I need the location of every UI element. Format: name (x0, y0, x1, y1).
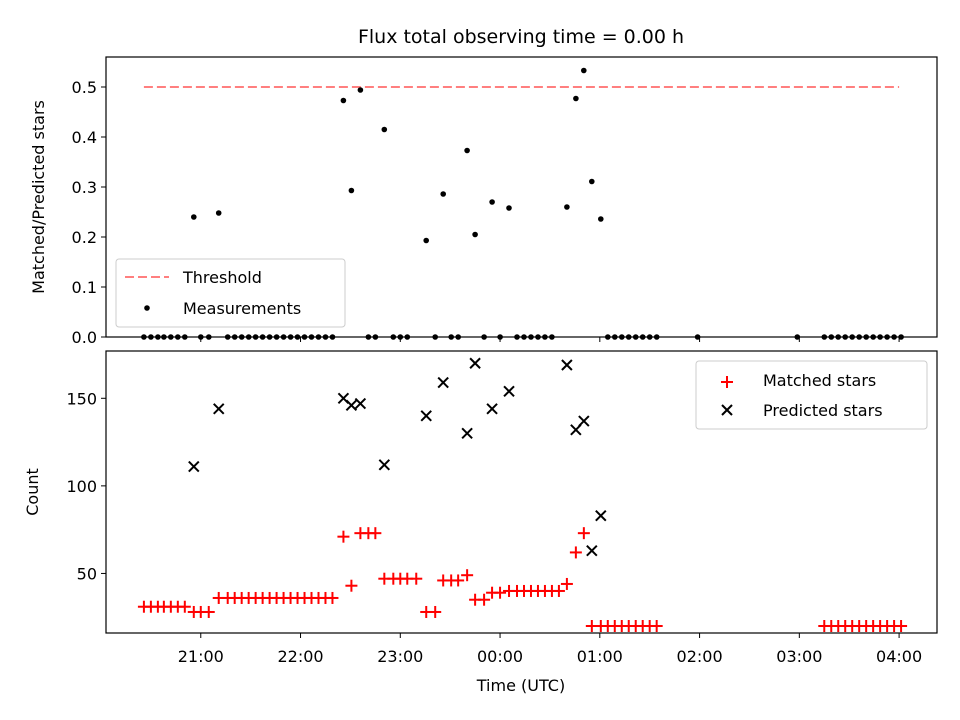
predicted-star-point (420, 410, 432, 422)
top-y-axis-label: Matched/Predicted stars (29, 100, 48, 294)
bottom-x-tick-label: 03:00 (776, 647, 822, 666)
measurement-point (598, 216, 604, 222)
measurement-point (506, 205, 512, 211)
measurement-point (564, 204, 570, 210)
threshold-legend-label: Threshold (182, 268, 262, 287)
top-y-tick-label: 0.1 (72, 278, 97, 297)
matched-star-point (410, 572, 423, 585)
top-y-axis-ticks: 0.0 0.1 0.2 0.3 0.4 0.5 (72, 78, 106, 347)
predicted-star-point (213, 403, 225, 415)
measurement-point (191, 214, 197, 220)
predicted-star-point (486, 403, 498, 415)
predicted-star-point (345, 399, 358, 412)
bottom-plot-marks (137, 357, 908, 632)
matched-star-point (577, 527, 590, 540)
measurement-point (381, 126, 388, 133)
top-plot-frame (105, 56, 938, 338)
predicted-star-point (595, 509, 607, 522)
matched-star-point (452, 574, 465, 587)
top-y-tick-label: 0.2 (72, 228, 97, 247)
matched-legend-swatch (721, 376, 733, 388)
bottom-x-tick-label: 22:00 (277, 647, 323, 666)
matched-star-point (569, 546, 582, 559)
measurement-point (340, 97, 347, 104)
matched-star-point (369, 527, 382, 540)
top-legend-box (115, 258, 346, 328)
matched-star-point (461, 569, 474, 582)
bottom-y-axis-label: Count (23, 468, 42, 516)
measurement-point (581, 67, 587, 74)
matched-star-point (478, 593, 491, 606)
matched-legend-label: Matched stars (763, 371, 876, 390)
predicted-star-point (561, 359, 573, 371)
bottom-legend-box (695, 360, 928, 430)
bottom-y-tick-label: 50 (77, 564, 97, 583)
top-y-tick-label: 0.3 (72, 178, 97, 197)
matched-star-point (552, 584, 565, 597)
chart-title: Flux total observing time = 0.00 h (358, 26, 684, 48)
top-legend: Threshold Measurements (115, 258, 346, 328)
predicted-legend-swatch (721, 404, 733, 416)
bottom-x-tick-label: 01:00 (577, 647, 623, 666)
matched-star-point (560, 577, 573, 590)
measurement-point (423, 237, 430, 244)
measurement-point (472, 231, 478, 238)
predicted-star-point (586, 544, 598, 557)
predicted-legend-label: Predicted stars (763, 401, 883, 420)
matched-star-point (178, 600, 191, 613)
bottom-x-tick-label: 00:00 (477, 647, 523, 666)
matched-star-point (895, 619, 908, 632)
measurement-point (589, 178, 595, 185)
predicted-star-point (437, 376, 449, 389)
predicted-star-point (461, 427, 473, 440)
bottom-x-tick-label: 23:00 (377, 647, 423, 666)
bottom-x-axis-label: Time (UTC) (476, 676, 565, 695)
predicted-star-point (503, 385, 515, 397)
matched-star-point (337, 530, 350, 543)
measurement-point (464, 147, 470, 154)
top-y-tick-label: 0.0 (72, 328, 97, 347)
top-y-tick-label: 0.4 (72, 128, 97, 147)
bottom-panel: 50 100 150 21:00 22:00 23:00 00:00 01:00 02:00 0… (23, 350, 938, 695)
bottom-y-tick-label: 150 (66, 389, 97, 408)
measurement-point (489, 199, 495, 205)
measurement-point (215, 210, 222, 216)
predicted-star-point (188, 460, 200, 473)
bottom-y-axis-ticks: 50 100 150 (66, 389, 106, 583)
matched-star-point (202, 605, 215, 618)
matched-star-point (345, 579, 358, 592)
matched-star-point (494, 586, 507, 599)
measurement-point (573, 95, 579, 102)
matched-star-point (650, 619, 663, 632)
matched-star-point (429, 605, 442, 618)
predicted-star-point (354, 397, 367, 410)
bottom-x-tick-label: 02:00 (677, 647, 723, 666)
measurements-legend-label: Measurements (183, 299, 301, 318)
bottom-legend: Matched stars Predicted stars (695, 360, 928, 430)
predicted-star-point (469, 357, 481, 369)
bottom-x-axis-ticks: 21:00 22:00 23:00 00:00 01:00 02:00 03:00 04:00 (178, 633, 922, 666)
bottom-x-tick-label: 21:00 (178, 647, 224, 666)
predicted-star-point (378, 459, 391, 471)
bottom-plot-frame (105, 350, 938, 634)
predicted-star-point (578, 415, 590, 427)
measurement-point (440, 191, 447, 197)
top-y-tick-label: 0.5 (72, 78, 97, 97)
measurement-point (357, 87, 364, 93)
matched-star-point (326, 591, 339, 604)
bottom-x-tick-label: 04:00 (876, 647, 922, 666)
predicted-star-point (570, 424, 582, 436)
top-x-axis-ticks (200, 337, 900, 342)
measurements-legend-swatch (144, 305, 150, 311)
measurement-point (348, 187, 355, 194)
top-panel: 0.0 0.1 0.2 0.3 0.4 0.5 Matched/Predicted sta… (29, 56, 938, 347)
bottom-y-tick-label: 100 (66, 477, 97, 496)
